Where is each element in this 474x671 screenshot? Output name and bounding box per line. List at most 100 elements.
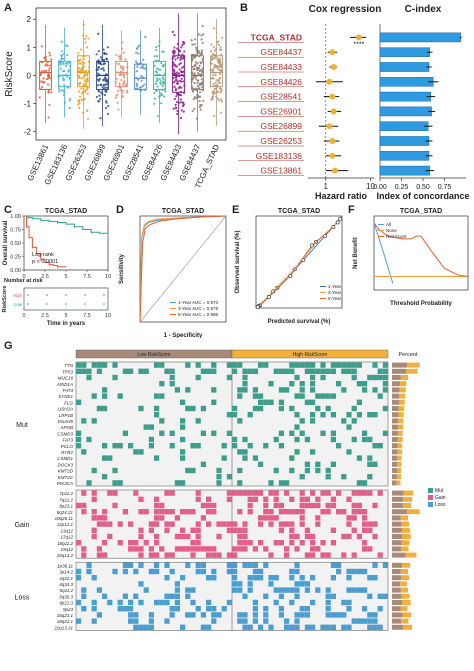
- jitter-point: [143, 67, 146, 70]
- alteration-cell: [315, 515, 321, 521]
- alteration-cell: [289, 568, 295, 575]
- alteration-cell: [273, 540, 279, 546]
- alteration-cell: [258, 568, 264, 575]
- panel-label-d: D: [116, 204, 124, 216]
- jitter-point: [175, 76, 178, 79]
- percent-bar-high: [401, 521, 410, 527]
- alteration-cell: [252, 575, 258, 581]
- alteration-cell: [91, 606, 97, 612]
- alteration-cell: [341, 362, 347, 368]
- alteration-cell: [117, 599, 123, 606]
- jitter-point: [122, 51, 126, 54]
- alteration-cell: [325, 587, 331, 593]
- jitter-point: [122, 76, 126, 79]
- alteration-cell: [122, 368, 128, 374]
- row-label: TTN: [64, 363, 73, 368]
- jitter-point: [214, 81, 217, 84]
- jitter-point: [157, 68, 160, 71]
- alteration-cell: [159, 599, 165, 606]
- alteration-cell: [304, 606, 310, 612]
- jitter-point: [84, 90, 87, 94]
- percent-bar-low: [392, 455, 398, 461]
- alteration-cell: [289, 540, 295, 546]
- jitter-point: [63, 69, 66, 73]
- alteration-cell: [91, 515, 97, 521]
- jitter-point: [214, 64, 218, 67]
- calibration-point: [310, 243, 314, 248]
- alteration-cell: [294, 509, 300, 515]
- alteration-cell: [351, 509, 357, 515]
- alteration-cell: [81, 368, 87, 374]
- alteration-cell: [211, 568, 217, 575]
- alteration-cell: [76, 599, 82, 606]
- alteration-cell: [159, 515, 165, 521]
- jitter-point: [195, 46, 198, 49]
- alteration-cell: [330, 575, 336, 581]
- y-tick-label: 1.00: [10, 214, 21, 220]
- alteration-cell: [273, 436, 279, 443]
- alteration-cell: [232, 436, 238, 443]
- x-tick-label: 0.00: [373, 184, 387, 191]
- alteration-cell: [258, 521, 264, 527]
- jitter-point: [95, 95, 98, 99]
- alteration-cell: [336, 562, 342, 568]
- alteration-cell: [299, 521, 305, 527]
- alteration-cell: [242, 527, 248, 533]
- percent-bar-high: [399, 381, 407, 387]
- percent-bar-low: [392, 480, 397, 486]
- jitter-point: [156, 115, 160, 118]
- alteration-cell: [310, 387, 316, 393]
- jitter-point: [179, 101, 183, 104]
- riskscore-boxplot-chart: -2-1012RiskScoreGSE13861GSE183136GSE2625…: [4, 7, 227, 190]
- alteration-cell: [294, 568, 300, 575]
- jitter-point: [198, 69, 201, 72]
- y-axis-label: RiskScore: [4, 51, 15, 97]
- alteration-cell: [148, 568, 154, 575]
- jitter-point: [105, 90, 108, 94]
- panel-title: TCGA_STAD: [278, 208, 320, 215]
- alteration-cell: [278, 521, 284, 527]
- alteration-cell: [278, 399, 284, 405]
- legend-label: 5-Year: [328, 296, 342, 301]
- legend-label: None: [386, 228, 397, 233]
- jitter-point: [104, 76, 107, 79]
- alteration-cell: [356, 480, 362, 486]
- alteration-cell: [226, 562, 232, 568]
- alteration-cell: [310, 540, 316, 546]
- alteration-cell: [258, 399, 264, 405]
- jitter-point: [48, 67, 51, 70]
- box: [134, 63, 147, 90]
- jitter-point: [194, 53, 197, 56]
- alteration-cell: [315, 521, 321, 527]
- alteration-cell: [159, 418, 165, 424]
- alteration-cell: [200, 461, 206, 467]
- alteration-cell: [159, 362, 165, 368]
- alteration-cell: [330, 430, 336, 436]
- alteration-cell: [195, 490, 201, 496]
- alteration-cell: [195, 527, 201, 533]
- alteration-cell: [278, 443, 284, 449]
- alteration-cell: [128, 546, 134, 552]
- x-tick-label: 0.50: [416, 184, 430, 191]
- alteration-cell: [159, 381, 165, 387]
- alteration-cell: [278, 606, 284, 612]
- jitter-point: [87, 37, 90, 40]
- jitter-point: [106, 46, 109, 49]
- cindex-bar: [379, 151, 430, 161]
- alteration-cell: [91, 362, 97, 368]
- jitter-point: [211, 95, 215, 98]
- row-label: APOB: [59, 425, 73, 430]
- alteration-cell: [252, 618, 258, 624]
- alteration-cell: [180, 436, 186, 443]
- alteration-cell: [382, 368, 388, 374]
- jitter-point: [141, 67, 145, 70]
- jitter-point: [192, 76, 195, 79]
- jitter-point: [61, 61, 64, 64]
- alteration-cell: [232, 405, 238, 412]
- jitter-point: [103, 93, 106, 97]
- jitter-point: [199, 108, 202, 111]
- jitter-point: [156, 79, 159, 82]
- risk-row-label: High: [13, 293, 23, 298]
- alteration-cell: [346, 449, 352, 455]
- alteration-cell: [294, 581, 300, 587]
